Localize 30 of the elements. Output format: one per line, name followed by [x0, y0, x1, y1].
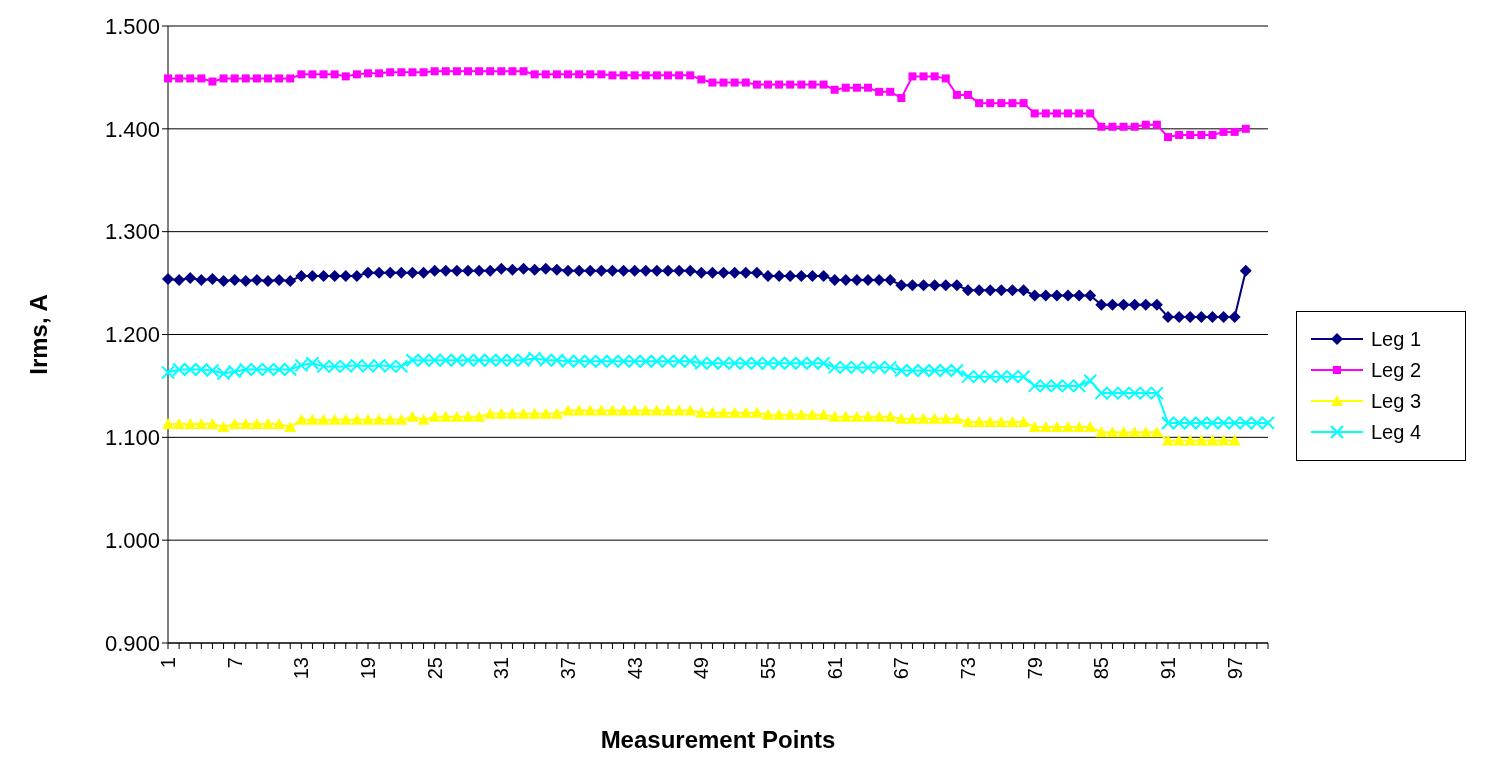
- y-tick-label: 1.500: [104, 13, 160, 39]
- x-tick-label: 79: [1023, 657, 1046, 680]
- x-tick-label: 13: [290, 657, 313, 680]
- x-tick-label: 55: [757, 657, 779, 680]
- y-tick-label: 1.100: [104, 425, 160, 451]
- x-tick-label: 85: [1090, 657, 1113, 680]
- x-tick-label: 73: [957, 657, 979, 680]
- x-tick-label: 67: [890, 657, 913, 680]
- legend-label: Leg 2: [1371, 358, 1422, 382]
- y-axis-title: Irms, A: [24, 294, 52, 375]
- x-tick-label: 1: [157, 657, 179, 669]
- y-tick-label: 1.400: [104, 116, 160, 142]
- x-tick-label: 43: [623, 657, 646, 680]
- x-tick-label: 25: [423, 657, 446, 680]
- x-tick-label: 7: [223, 657, 246, 669]
- y-tick-label: 0.900: [104, 630, 160, 656]
- x-tick-label: 61: [823, 657, 846, 680]
- legend-label: Leg 3: [1371, 389, 1422, 413]
- legend-label: Leg 1: [1371, 327, 1422, 351]
- y-tick-label: 1.000: [104, 527, 160, 553]
- x-tick-label: 37: [557, 657, 579, 680]
- x-tick-label: 31: [490, 657, 513, 680]
- x-tick-label: 49: [690, 657, 713, 680]
- x-tick-label: 91: [1157, 657, 1179, 680]
- legend-label: Leg 4: [1371, 420, 1422, 444]
- y-tick-label: 1.200: [104, 322, 160, 348]
- x-axis-title: Measurement Points: [600, 726, 836, 753]
- y-tick-label: 1.300: [104, 219, 160, 245]
- x-tick-label: 19: [357, 657, 379, 680]
- x-tick-label: 97: [1223, 657, 1246, 680]
